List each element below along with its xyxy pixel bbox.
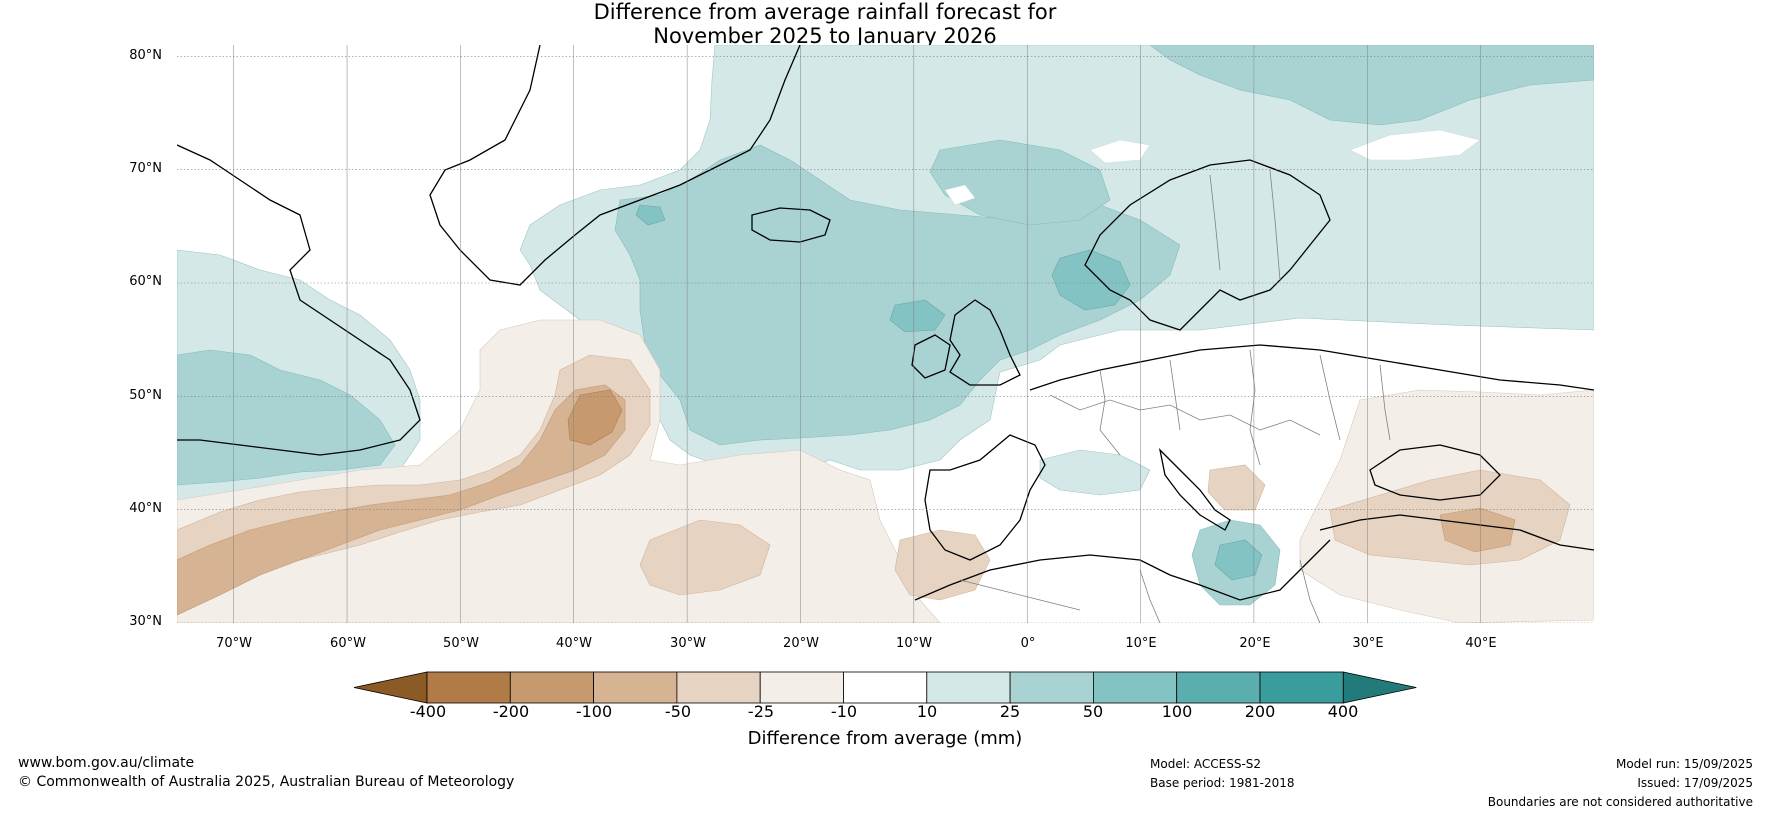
colorbar-tick: 400 <box>1327 702 1359 721</box>
coastlines <box>177 45 1594 601</box>
iceland-coast <box>751 207 831 243</box>
lat-label-30: 30°N <box>129 614 162 629</box>
wet-region-arctic <box>1149 45 1594 126</box>
colorbar-tick: 10 <box>916 702 938 721</box>
colorbar-tick: 25 <box>999 702 1021 721</box>
lon-label-30e: 30°E <box>1352 636 1384 651</box>
iberia-coast <box>924 434 1046 561</box>
colorbar-segment <box>509 671 595 704</box>
turkey-coast <box>1319 514 1594 551</box>
colorbar-segment <box>926 671 1011 704</box>
title-line-1: Difference from average rainfall forecas… <box>593 0 1057 24</box>
model-name: Model: ACCESS-S2 <box>1150 757 1262 771</box>
colorbar-tick: -100 <box>575 702 613 721</box>
colorbar-tick: -10 <box>830 702 858 721</box>
base-period: Base period: 1981-2018 <box>1150 776 1295 790</box>
lat-label-60: 60°N <box>129 274 162 289</box>
colorbar-title: Difference from average (mm) <box>747 728 1023 749</box>
model-run-date: Model run: 15/09/2025 <box>1615 757 1753 771</box>
website-link[interactable]: www.bom.gov.au/climate <box>18 755 195 771</box>
colorbar-segment <box>759 671 844 704</box>
black-sea-coast <box>1369 444 1501 501</box>
lon-label-0: 0° <box>1020 636 1036 651</box>
wet-core-libya <box>1214 539 1263 581</box>
boundaries-disclaimer: Boundaries are not considered authoritat… <box>1487 795 1753 809</box>
lon-label-30w: 30°W <box>670 636 706 651</box>
colorbar-tick: 50 <box>1082 702 1104 721</box>
issued-date: Issued: 17/09/2025 <box>1637 776 1753 790</box>
graticule <box>177 45 1594 623</box>
lat-label-50: 50°N <box>129 388 162 403</box>
lon-label-10e: 10°E <box>1125 636 1157 651</box>
colorbar-segment <box>1259 671 1344 704</box>
colorbar-segment <box>1093 671 1178 704</box>
lon-label-20w: 20°W <box>783 636 819 651</box>
colorbar-tick: -200 <box>492 702 530 721</box>
ireland-coast <box>911 334 951 379</box>
wet-core-atlantic <box>889 299 946 333</box>
scandinavia-coast <box>1084 159 1331 331</box>
greenland-coast <box>429 45 801 286</box>
wet-region-mediterranean <box>1039 449 1151 496</box>
lat-label-40: 40°N <box>129 501 162 516</box>
lon-label-60w: 60°W <box>330 636 366 651</box>
copyright-text: © Commonwealth of Australia 2025, Austra… <box>18 774 515 790</box>
colorbar-tick: 200 <box>1244 702 1276 721</box>
colorbar-segment <box>1176 671 1261 704</box>
dry-region-iberia <box>894 529 991 601</box>
europe-coast <box>1029 344 1594 391</box>
lon-label-20e: 20°E <box>1239 636 1271 651</box>
north-africa-coast <box>914 539 1331 601</box>
lon-label-70w: 70°W <box>216 636 252 651</box>
map-title: Difference from average rainfall forecas… <box>0 0 1750 48</box>
colorbar-tick: -400 <box>409 702 447 721</box>
colorbar-tick: 100 <box>1161 702 1193 721</box>
colorbar-segment <box>593 671 678 704</box>
lat-label-70: 70°N <box>129 161 162 176</box>
near-normal-pocket-1 <box>1349 129 1481 161</box>
near-normal-pocket-3 <box>944 184 976 206</box>
wet-core-iceland <box>635 204 666 226</box>
colorbar-segment <box>676 671 761 704</box>
colorbar-segment <box>1009 671 1094 704</box>
wet-region-norway-sea <box>929 139 1111 226</box>
colorbar-tick: -25 <box>747 702 775 721</box>
british-isles-coast <box>949 299 1021 386</box>
near-normal-pocket-2 <box>1089 139 1151 164</box>
lon-label-40e: 40°E <box>1465 636 1497 651</box>
colorbar-segment <box>426 671 511 704</box>
dry-region-atlantic-strong <box>177 384 626 616</box>
title-line-2: November 2025 to January 2026 <box>653 24 997 48</box>
canada-coast <box>177 144 421 456</box>
dry-core-turkey <box>1439 507 1516 553</box>
dry-core-atlantic <box>567 389 623 446</box>
rainfall-anomaly-map <box>177 45 1594 623</box>
colorbar-segment <box>843 671 928 704</box>
italy-coast <box>1158 448 1231 531</box>
colorbar-extend-high <box>1342 671 1417 704</box>
lon-label-50w: 50°W <box>443 636 479 651</box>
dry-region-azores <box>639 519 771 596</box>
wet-core-norway <box>1051 249 1131 311</box>
colorbar-tick: -50 <box>664 702 692 721</box>
lat-label-80: 80°N <box>129 48 162 63</box>
dry-region-balkans <box>1207 464 1266 511</box>
colorbar <box>353 671 1417 704</box>
lon-label-40w: 40°W <box>556 636 592 651</box>
wet-region-canada-mid <box>177 349 396 486</box>
country-borders <box>959 169 1391 623</box>
lon-label-10w: 10°W <box>896 636 932 651</box>
colorbar-extend-low <box>353 671 428 704</box>
